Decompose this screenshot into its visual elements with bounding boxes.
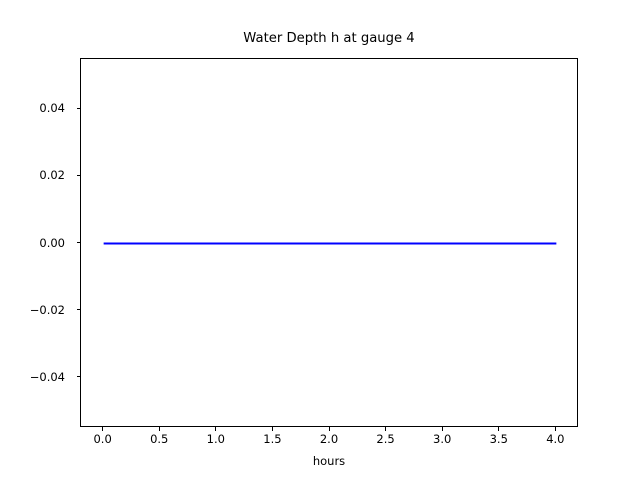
y-tick-label: 0.02 xyxy=(39,168,65,183)
x-tick-mark xyxy=(554,427,556,431)
x-tick-mark xyxy=(498,427,500,431)
x-tick-label: 1.5 xyxy=(263,432,282,446)
y-tick-mark xyxy=(76,242,80,243)
x-tick-label: 2.5 xyxy=(376,432,395,446)
x-tick-label: 3.0 xyxy=(433,432,452,446)
x-tick-label: 3.5 xyxy=(489,432,508,446)
x-tick-mark xyxy=(215,427,217,431)
x-tick-label: 4.0 xyxy=(546,432,565,446)
x-tick-mark xyxy=(328,427,330,431)
x-tick-mark xyxy=(271,427,273,431)
x-tick-mark xyxy=(385,427,387,431)
y-tick-label: 0.00 xyxy=(39,235,65,250)
y-tick-mark xyxy=(76,309,80,311)
x-tick-mark xyxy=(158,427,160,431)
x-tick-label: 2.0 xyxy=(319,432,339,446)
plot-axes xyxy=(80,58,578,427)
y-tick-mark xyxy=(76,107,80,109)
data-line-series xyxy=(103,242,557,245)
x-tick-mark xyxy=(102,427,104,431)
y-tick-mark xyxy=(76,174,80,176)
x-axis-label: hours xyxy=(312,454,346,468)
x-tick-label: 1.0 xyxy=(206,432,225,446)
y-tick-label: −0.02 xyxy=(29,302,65,317)
y-tick-label: 0.04 xyxy=(39,101,65,116)
y-tick-mark xyxy=(76,376,80,378)
y-tick-label: −0.04 xyxy=(29,369,65,384)
x-tick-label: 0.0 xyxy=(93,432,112,446)
x-tick-mark xyxy=(441,427,443,431)
x-tick-label: 0.5 xyxy=(150,432,169,446)
page-title: Water Depth h at gauge 4 xyxy=(243,31,415,46)
plot-area xyxy=(81,59,577,426)
